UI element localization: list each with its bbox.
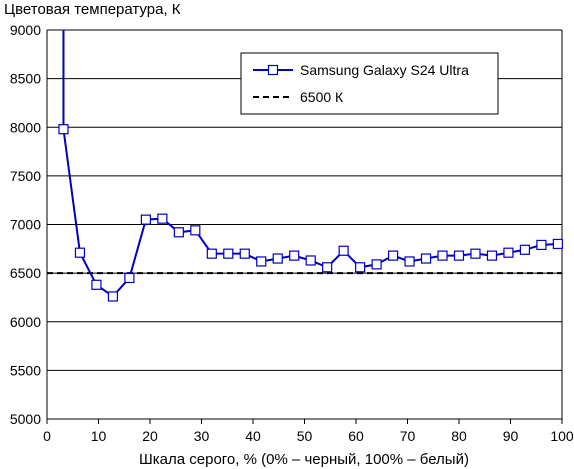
x-tick-label-10: 10 xyxy=(91,428,107,444)
data-point xyxy=(338,245,349,256)
data-point xyxy=(223,248,234,259)
x-tick-label-20: 20 xyxy=(142,428,158,444)
data-point xyxy=(239,248,250,259)
data-point xyxy=(552,238,563,250)
data-point xyxy=(74,247,86,258)
x-tick-label-100: 100 xyxy=(550,428,574,444)
data-point xyxy=(536,239,547,251)
y-tick-labels: 5000 5500 6000 6500 7000 7500 8000 8500 9000 xyxy=(10,22,41,427)
legend-marker-samsung xyxy=(267,64,279,76)
y-tick-label-5500: 5500 xyxy=(10,362,41,378)
data-point xyxy=(437,250,448,261)
data-point xyxy=(387,250,399,261)
y-tick-label-7000: 7000 xyxy=(10,217,41,233)
data-point xyxy=(503,247,514,258)
x-tick-label-0: 0 xyxy=(43,428,51,444)
data-point xyxy=(404,256,415,267)
y-tick-label-6500: 6500 xyxy=(10,265,41,281)
y-tick-label-8000: 8000 xyxy=(10,119,41,135)
data-point xyxy=(272,253,283,264)
x-axis-label: Шкала серого, % (0% – черный, 100% – бел… xyxy=(139,451,469,468)
legend-label-samsung: Samsung Galaxy S24 Ultra xyxy=(300,62,469,78)
legend-box xyxy=(240,52,499,115)
data-point xyxy=(140,214,151,225)
data-point xyxy=(305,255,316,266)
x-tick-label-40: 40 xyxy=(245,428,261,444)
y-tick-label-9000: 9000 xyxy=(10,22,41,38)
data-point xyxy=(453,250,465,261)
series-group xyxy=(47,30,563,302)
data-point xyxy=(322,262,333,273)
data-point xyxy=(420,253,432,264)
y-tick-label-8500: 8500 xyxy=(10,71,41,87)
x-tick-label-80: 80 xyxy=(451,428,467,444)
legend: Samsung Galaxy S24 Ultra 6500 К xyxy=(240,52,499,115)
axes xyxy=(46,30,563,424)
x-tick-label-60: 60 xyxy=(348,428,364,444)
data-point xyxy=(289,250,300,261)
y-axis-label: Цветовая температура, К xyxy=(4,1,181,18)
data-point xyxy=(486,250,498,261)
data-point xyxy=(371,259,382,270)
y-tick-label-6000: 6000 xyxy=(10,314,41,330)
data-point xyxy=(355,262,366,273)
data-point xyxy=(91,279,102,290)
data-point xyxy=(107,291,119,302)
data-point xyxy=(157,213,168,224)
data-point xyxy=(190,225,201,236)
x-tick-label-30: 30 xyxy=(194,428,210,444)
data-point xyxy=(124,272,135,284)
x-tick-label-70: 70 xyxy=(400,428,416,444)
data-point xyxy=(58,124,69,135)
data-point xyxy=(206,248,217,259)
data-point xyxy=(173,227,184,238)
data-point xyxy=(256,256,267,267)
x-tick-label-50: 50 xyxy=(297,428,313,444)
x-tick-label-90: 90 xyxy=(503,428,519,444)
x-tick-labels: 0 10 20 30 40 50 60 70 80 90 100 xyxy=(43,428,574,444)
legend-label-6500k: 6500 К xyxy=(300,89,344,105)
data-point xyxy=(470,248,481,259)
y-tick-label-7500: 7500 xyxy=(10,168,41,184)
y-tick-label-5000: 5000 xyxy=(10,411,41,427)
data-point xyxy=(519,244,531,255)
